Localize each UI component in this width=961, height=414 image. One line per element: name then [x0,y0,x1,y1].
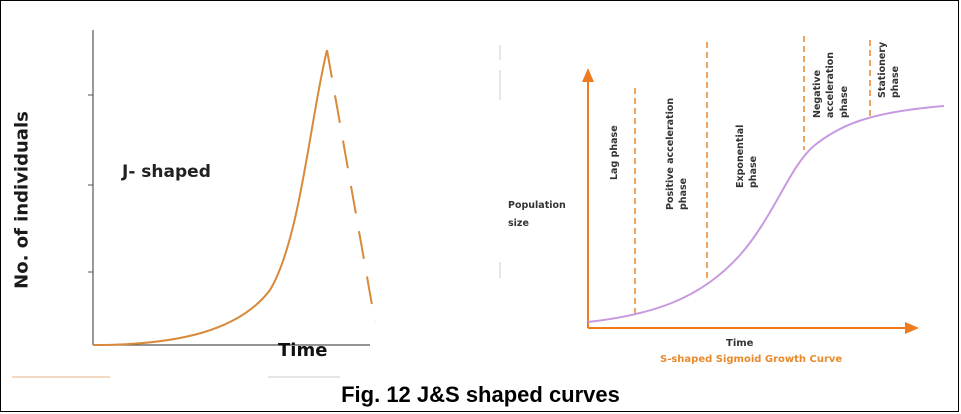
s-curve-line [587,105,945,323]
s-y-axis-label-line2: size [508,218,529,230]
figure-caption: Fig. 12 J&S shaped curves [341,382,620,407]
j-y-axis-label: No. of individuals [11,111,33,289]
s-x-arrow [905,322,919,334]
phase-label-negative-acceleration: Negative acceleration phase [812,52,850,118]
j-curve-line [92,49,328,346]
s-x-axis-label: Time [726,338,754,349]
s-y-arrow [582,68,594,82]
phase-label-positive-acceleration: Positive acceleration phase [665,97,690,210]
j-curve-panel [8,14,486,382]
phase-label-exponential: Exponential phase [735,124,760,188]
phase-label-stationery: Stationery phase [877,41,902,98]
j-x-axis-label: Time [278,340,328,361]
phase-label-lag: Lag phase [609,125,620,180]
s-curve-title: S-shaped Sigmoid Growth Curve [660,354,843,365]
j-curve-crash [326,49,376,323]
j-curve-label: J- shaped [122,162,211,182]
s-y-axis-label-line1: Population [508,200,566,211]
s-y-axis-label: Population size [508,197,568,233]
